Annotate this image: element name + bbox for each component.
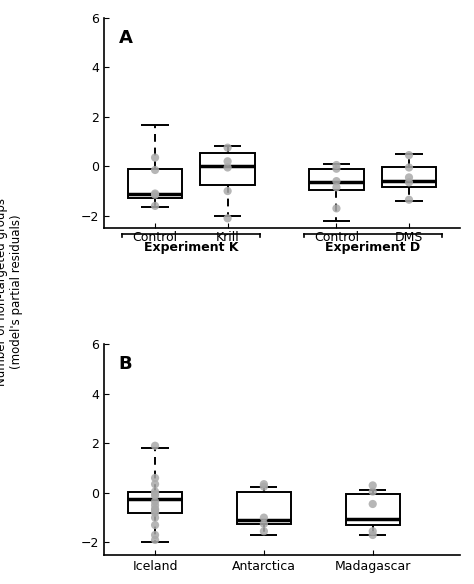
- Point: [405, 151, 413, 160]
- Point: [151, 520, 159, 530]
- Point: [151, 506, 159, 515]
- Point: [405, 163, 413, 172]
- Point: [333, 183, 340, 192]
- Point: [333, 204, 340, 213]
- Point: [151, 473, 159, 482]
- Point: [224, 157, 231, 166]
- Bar: [201, 152, 255, 185]
- Point: [151, 487, 159, 496]
- Point: [369, 481, 376, 490]
- Point: [260, 479, 268, 489]
- Point: [151, 530, 159, 540]
- Point: [151, 508, 159, 517]
- Point: [260, 527, 268, 536]
- Bar: [309, 169, 364, 190]
- Point: [151, 153, 159, 162]
- Point: [151, 513, 159, 522]
- Point: [151, 201, 159, 211]
- Point: [151, 500, 159, 510]
- Text: Number of non-targeted groups
(model's partial residuals): Number of non-targeted groups (model's p…: [0, 198, 24, 386]
- Point: [369, 499, 376, 509]
- Point: [224, 143, 231, 152]
- Point: [224, 186, 231, 196]
- Point: [405, 173, 413, 182]
- Point: [151, 536, 159, 545]
- Bar: [346, 494, 400, 525]
- Point: [260, 519, 268, 529]
- Point: [151, 479, 159, 489]
- Point: [224, 214, 231, 223]
- Point: [151, 190, 159, 199]
- Text: B: B: [119, 355, 132, 373]
- Bar: [128, 492, 182, 513]
- Point: [369, 530, 376, 540]
- Bar: [382, 168, 436, 187]
- Text: Experiment K: Experiment K: [144, 241, 238, 253]
- Point: [405, 178, 413, 187]
- Point: [333, 176, 340, 186]
- Point: [151, 497, 159, 506]
- Point: [260, 482, 268, 491]
- Point: [333, 161, 340, 170]
- Point: [151, 441, 159, 450]
- Text: Experiment D: Experiment D: [325, 241, 420, 253]
- Point: [369, 487, 376, 496]
- Point: [333, 164, 340, 173]
- Point: [224, 163, 231, 172]
- Point: [151, 489, 159, 499]
- Point: [151, 165, 159, 175]
- Bar: [128, 169, 182, 199]
- Point: [151, 491, 159, 500]
- Bar: [237, 492, 291, 524]
- Point: [369, 527, 376, 536]
- Point: [260, 513, 268, 522]
- Text: A: A: [119, 29, 133, 47]
- Point: [151, 504, 159, 513]
- Point: [151, 189, 159, 198]
- Point: [405, 195, 413, 204]
